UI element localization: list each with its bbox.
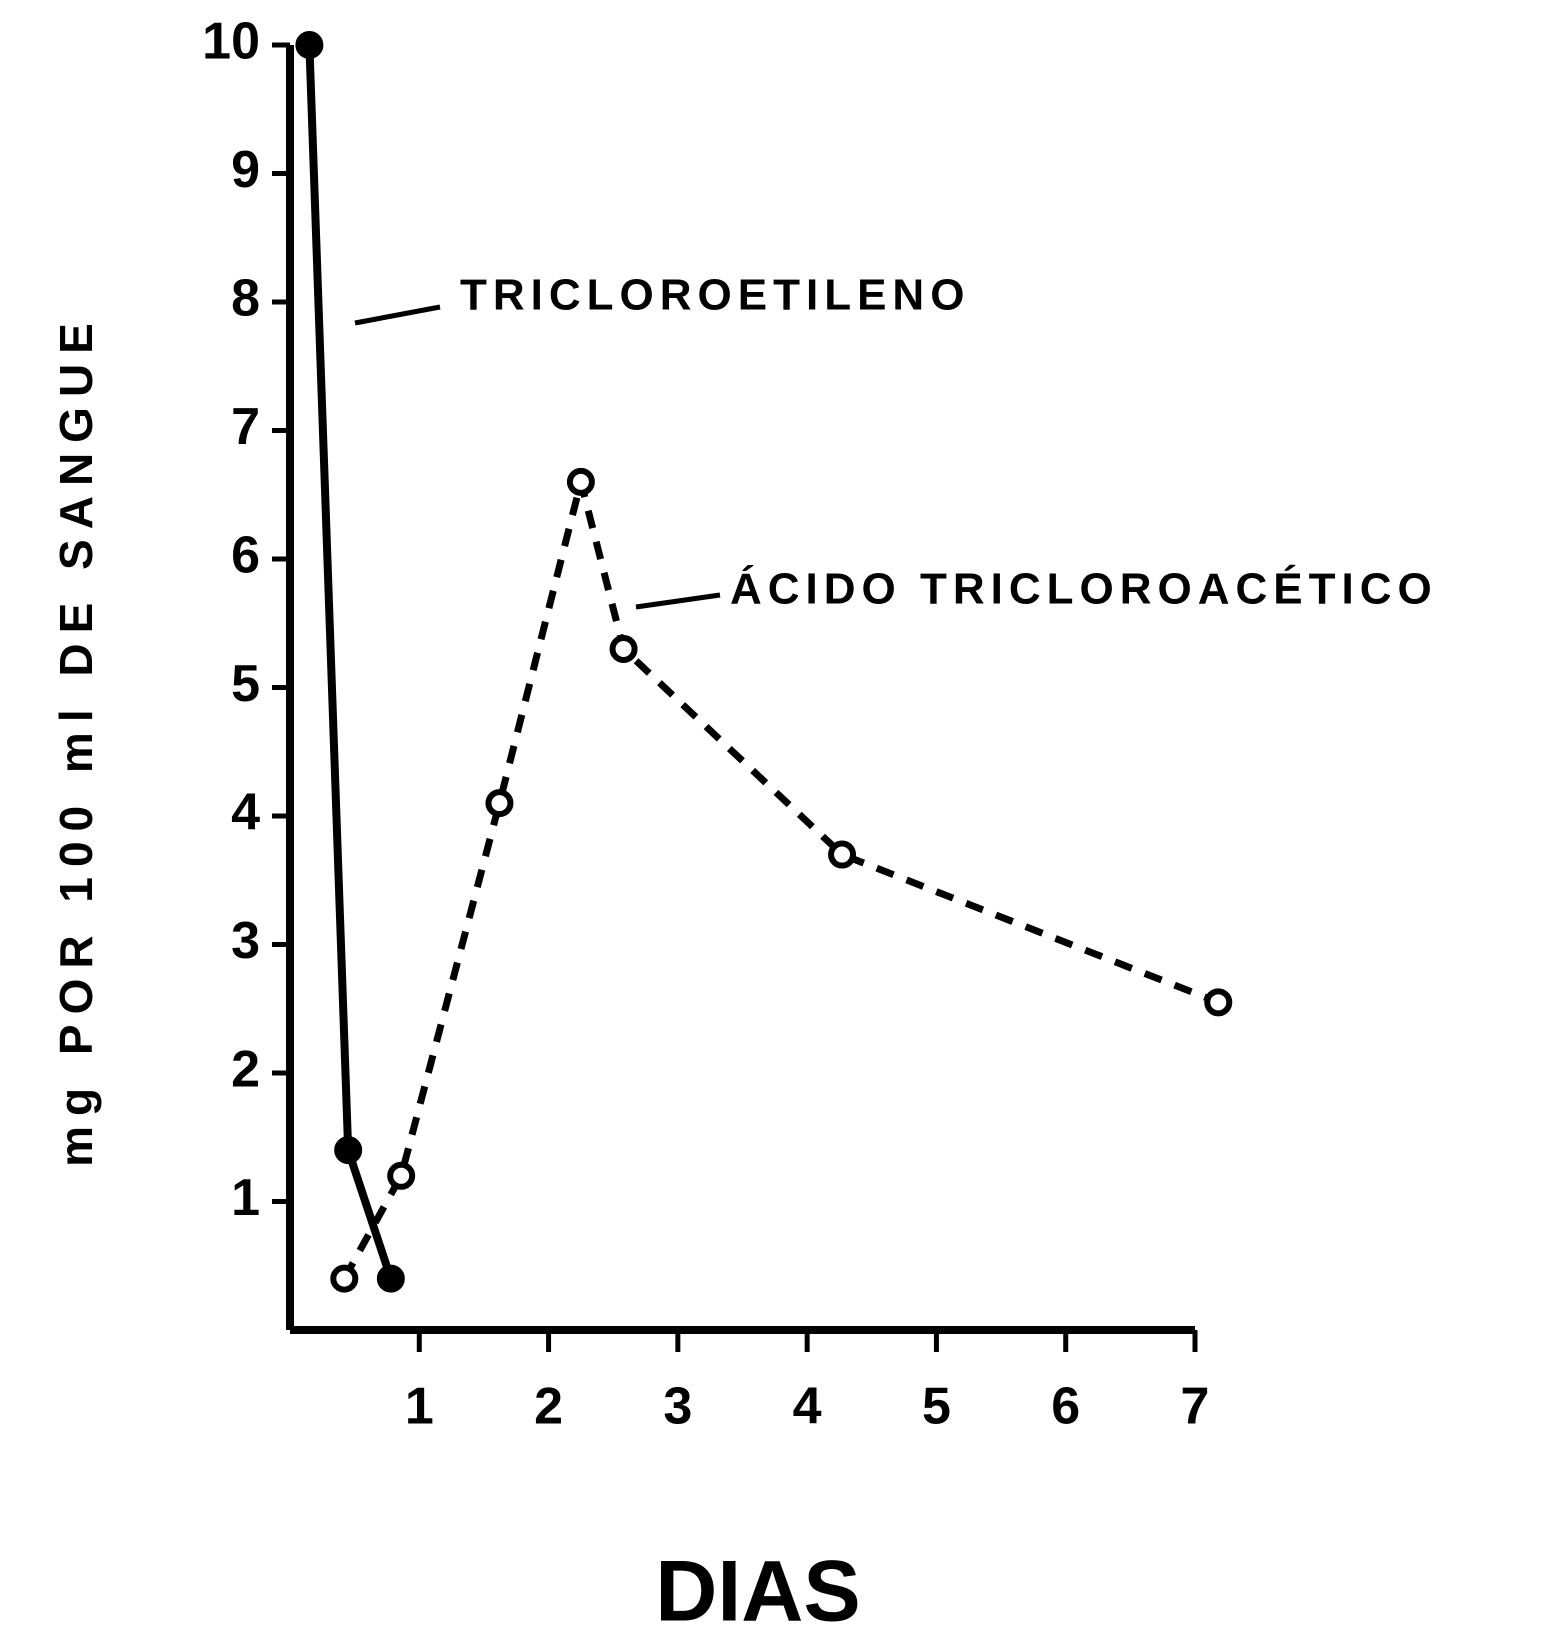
x-tick-label: 5 — [922, 1378, 951, 1436]
y-tick-label: 10 — [202, 13, 260, 71]
x-tick-label: 7 — [1181, 1378, 1210, 1436]
data-point — [485, 789, 514, 818]
data-point — [376, 1264, 405, 1293]
y-tick-label: 4 — [231, 784, 260, 842]
x-tick-label: 4 — [793, 1378, 822, 1436]
y-tick-label: 7 — [231, 398, 260, 456]
data-point — [1204, 988, 1233, 1017]
x-tick-label: 3 — [663, 1378, 692, 1436]
x-tick-label: 2 — [534, 1378, 563, 1436]
y-tick-label: 5 — [231, 655, 260, 713]
y-tick-label: 2 — [231, 1041, 260, 1099]
series-label: ÁCIDO TRICLOROACÉTICO — [730, 564, 1438, 614]
x-tick-label: 1 — [405, 1378, 434, 1436]
data-point — [295, 31, 324, 59]
data-point — [330, 1264, 359, 1293]
data-point — [387, 1161, 416, 1190]
y-tick-label: 6 — [231, 527, 260, 585]
label-leader — [635, 592, 721, 610]
y-tick-label: 9 — [231, 141, 260, 199]
y-tick-label: 8 — [231, 270, 260, 328]
label-leader — [354, 304, 441, 326]
data-point — [334, 1136, 363, 1165]
y-axis-label: mg POR 100 ml DE SANGUE — [50, 313, 102, 1167]
y-tick-label: 1 — [231, 1169, 260, 1227]
data-point — [566, 467, 595, 496]
series-label: TRICLOROETILENO — [460, 271, 970, 320]
data-point — [609, 634, 638, 663]
y-tick-label: 3 — [231, 912, 260, 970]
data-point — [828, 840, 857, 869]
series-line — [305, 44, 395, 1280]
x-tick-label: 6 — [1051, 1378, 1080, 1436]
x-axis-label: DIAS — [655, 1544, 860, 1640]
